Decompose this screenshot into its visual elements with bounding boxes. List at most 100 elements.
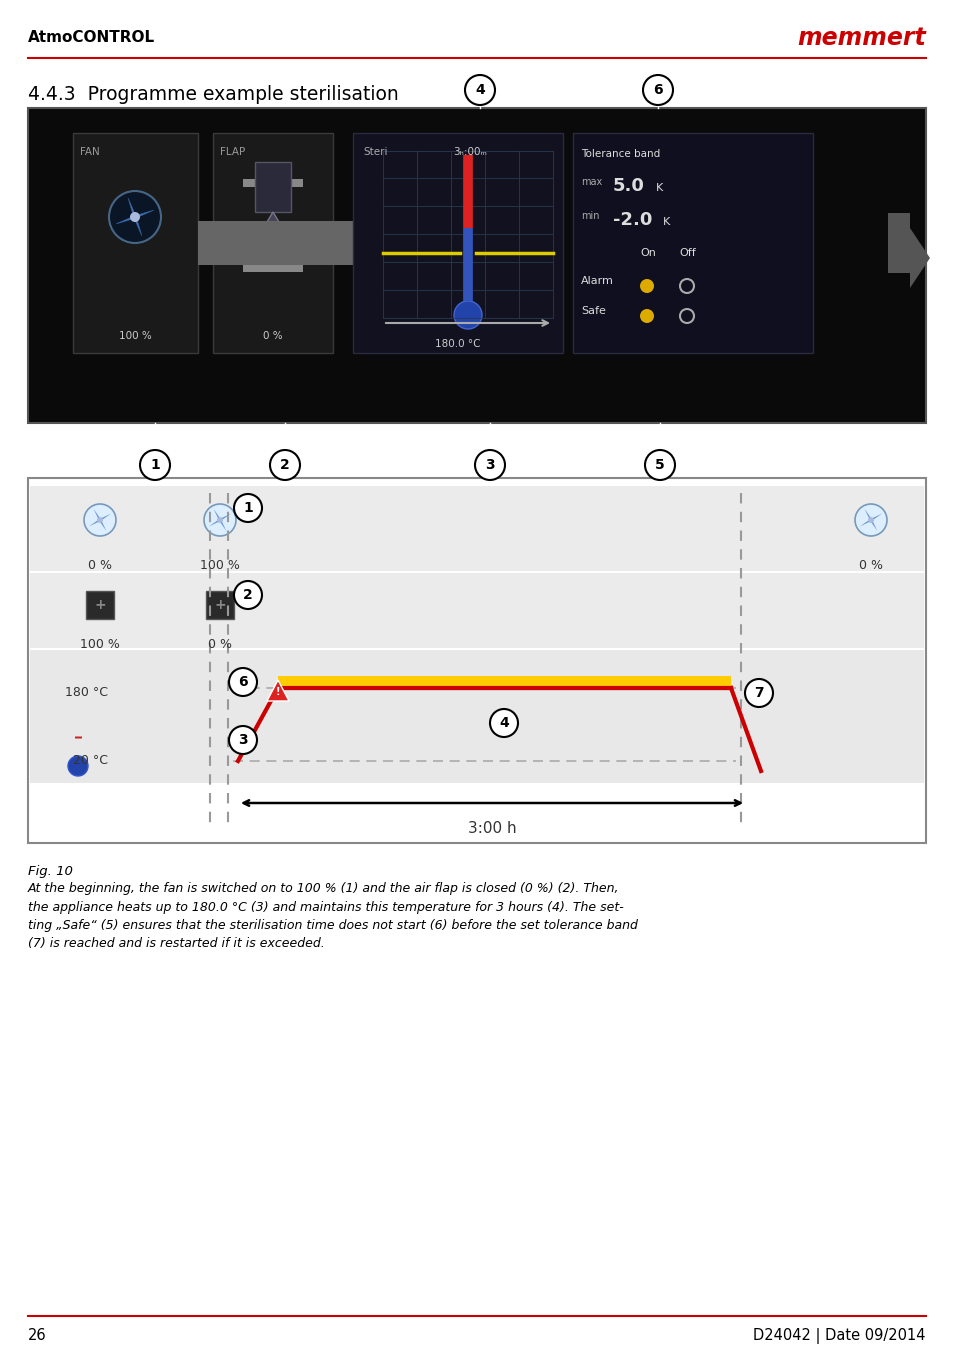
Circle shape <box>475 450 504 481</box>
Text: 100 %: 100 % <box>200 559 240 571</box>
Text: On: On <box>639 248 656 259</box>
Bar <box>30 486 923 571</box>
Circle shape <box>110 192 160 242</box>
Text: 0 %: 0 % <box>88 559 112 571</box>
Polygon shape <box>221 513 231 520</box>
Text: 6: 6 <box>653 83 662 97</box>
Text: Steri: Steri <box>363 148 387 157</box>
Polygon shape <box>101 513 112 520</box>
Bar <box>28 478 925 844</box>
Text: max: max <box>580 177 601 187</box>
Bar <box>28 108 925 422</box>
Circle shape <box>204 504 235 536</box>
Text: 6: 6 <box>238 676 248 689</box>
Text: +: + <box>214 598 226 612</box>
Circle shape <box>454 301 481 329</box>
Text: 26: 26 <box>28 1328 47 1343</box>
Text: Alarm: Alarm <box>580 276 613 286</box>
Text: 100 %: 100 % <box>80 638 120 651</box>
Text: Safe: Safe <box>580 306 605 315</box>
Text: AtmoCONTROL: AtmoCONTROL <box>28 31 155 46</box>
Text: 3ₕ:00ₘ: 3ₕ:00ₘ <box>453 148 486 157</box>
Bar <box>86 590 113 619</box>
Bar <box>243 264 303 272</box>
Polygon shape <box>267 680 289 701</box>
Text: -2.0: -2.0 <box>613 211 652 229</box>
Text: At the beginning, the fan is switched on to 100 % (1) and the air flap is closed: At the beginning, the fan is switched on… <box>28 881 638 951</box>
Circle shape <box>68 756 88 776</box>
Circle shape <box>233 581 262 609</box>
Circle shape <box>744 678 772 707</box>
Text: 0 %: 0 % <box>858 559 882 571</box>
Circle shape <box>216 517 223 523</box>
Circle shape <box>639 309 654 324</box>
Text: 180.0 °C: 180.0 °C <box>435 338 480 349</box>
Circle shape <box>867 517 873 523</box>
Text: FLAP: FLAP <box>220 148 245 157</box>
Text: Off: Off <box>679 248 696 259</box>
Circle shape <box>464 74 495 106</box>
Text: 7: 7 <box>754 686 763 700</box>
Text: 3: 3 <box>485 458 495 473</box>
Text: 5: 5 <box>655 458 664 473</box>
Text: !: ! <box>275 686 280 697</box>
Circle shape <box>229 726 256 754</box>
Text: 1: 1 <box>243 501 253 515</box>
Polygon shape <box>100 521 107 531</box>
Text: memmert: memmert <box>797 26 925 50</box>
Polygon shape <box>93 509 100 519</box>
Circle shape <box>268 232 277 242</box>
Polygon shape <box>871 513 882 520</box>
Bar <box>198 221 497 265</box>
Circle shape <box>84 504 116 536</box>
Bar <box>213 133 333 353</box>
Polygon shape <box>213 509 219 519</box>
Polygon shape <box>870 521 877 531</box>
Circle shape <box>644 450 675 481</box>
Polygon shape <box>257 213 288 263</box>
Circle shape <box>130 213 140 222</box>
Bar <box>573 133 812 353</box>
Bar <box>254 162 291 213</box>
Circle shape <box>140 450 170 481</box>
Text: 4: 4 <box>498 716 508 730</box>
Bar <box>353 133 562 353</box>
Text: 2: 2 <box>243 588 253 603</box>
Text: Fig. 10: Fig. 10 <box>28 865 72 877</box>
Bar <box>73 133 198 353</box>
Circle shape <box>270 450 299 481</box>
Text: 3: 3 <box>238 733 248 747</box>
Text: 100 %: 100 % <box>118 330 152 341</box>
Bar <box>887 213 909 274</box>
Bar <box>30 650 923 783</box>
Circle shape <box>233 494 262 523</box>
Polygon shape <box>135 219 142 236</box>
Text: FAN: FAN <box>80 148 100 157</box>
Circle shape <box>97 517 103 523</box>
Text: Tolerance band: Tolerance band <box>580 149 659 158</box>
Bar <box>243 179 303 187</box>
Text: 20 °C: 20 °C <box>73 754 108 768</box>
Text: K: K <box>656 183 662 194</box>
Polygon shape <box>909 227 929 288</box>
Polygon shape <box>209 520 218 527</box>
Polygon shape <box>116 217 132 223</box>
Text: 4.4.3  Programme example sterilisation: 4.4.3 Programme example sterilisation <box>28 85 398 104</box>
Circle shape <box>229 668 256 696</box>
Polygon shape <box>137 210 153 217</box>
Text: min: min <box>580 211 598 221</box>
Polygon shape <box>220 521 226 531</box>
Polygon shape <box>128 198 135 215</box>
Text: 0 %: 0 % <box>263 330 282 341</box>
Bar <box>30 573 923 649</box>
Circle shape <box>642 74 672 106</box>
Polygon shape <box>863 509 870 519</box>
Text: +: + <box>94 598 106 612</box>
Text: 0 %: 0 % <box>208 638 232 651</box>
Circle shape <box>639 279 654 292</box>
Text: 1: 1 <box>150 458 160 473</box>
Text: 2: 2 <box>280 458 290 473</box>
Text: 4: 4 <box>475 83 484 97</box>
Bar <box>206 590 233 619</box>
Text: 3:00 h: 3:00 h <box>467 821 516 835</box>
